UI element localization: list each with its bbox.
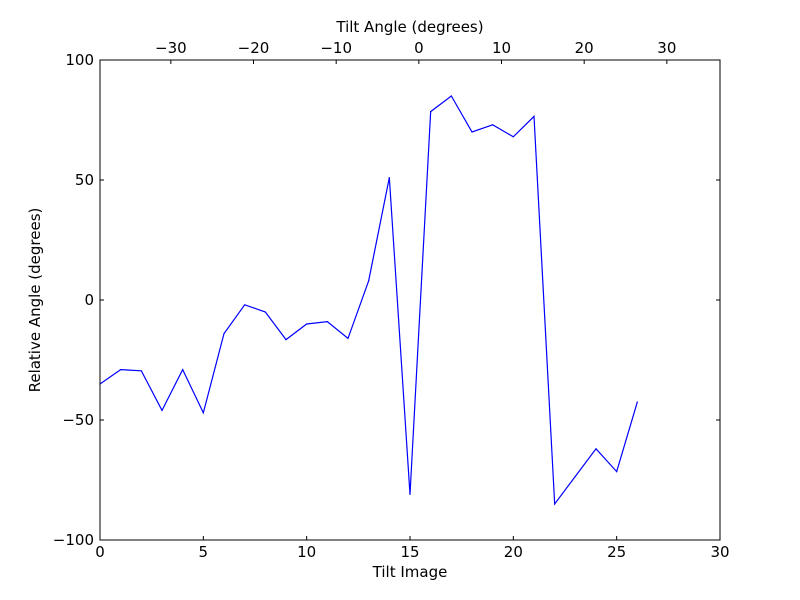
- data-point: [636, 401, 638, 403]
- top-x-tick-label: 0: [414, 39, 424, 57]
- data-point: [595, 448, 597, 450]
- data-point: [616, 471, 618, 473]
- x-tick-label: 0: [95, 543, 105, 561]
- x-tick-label: 10: [297, 543, 316, 561]
- y-axis-title: Relative Angle (degrees): [26, 208, 44, 393]
- data-point: [182, 369, 184, 371]
- top-x-tick-label: −30: [155, 39, 187, 57]
- x-tick-label: 20: [504, 543, 523, 561]
- data-point: [306, 323, 308, 325]
- x-tick-label: 30: [710, 543, 729, 561]
- top-x-tick-label: −10: [320, 39, 352, 57]
- x-tick-label: 5: [199, 543, 209, 561]
- y-tick-label: 0: [84, 291, 94, 309]
- data-point: [244, 304, 246, 306]
- data-point: [368, 280, 370, 282]
- data-point: [409, 493, 411, 495]
- data-point: [223, 333, 225, 335]
- data-point: [326, 321, 328, 323]
- data-point: [140, 370, 142, 372]
- data-point: [533, 115, 535, 117]
- y-tick-label: −100: [53, 531, 94, 549]
- data-point: [574, 475, 576, 477]
- data-point: [161, 409, 163, 411]
- series-layer: [99, 95, 638, 506]
- y-tick-label: −50: [62, 411, 94, 429]
- data-point: [554, 503, 556, 505]
- data-point: [347, 337, 349, 339]
- top-x-tick-label: 30: [657, 39, 676, 57]
- data-point: [264, 311, 266, 313]
- data-point: [285, 339, 287, 341]
- x-axis-title: Tilt Image: [372, 563, 448, 581]
- top-x-tick-label: 20: [575, 39, 594, 57]
- data-point: [202, 412, 204, 414]
- x-tick-label: 25: [607, 543, 626, 561]
- data-point: [512, 136, 514, 138]
- y-tick-label: 100: [65, 51, 94, 69]
- top-x-tick-label: −20: [238, 39, 270, 57]
- top-x-axis-title: Tilt Angle (degrees): [335, 18, 483, 36]
- top-x-tick-label: 10: [492, 39, 511, 57]
- data-point: [492, 124, 494, 126]
- data-point: [430, 111, 432, 113]
- data-point: [450, 95, 452, 97]
- x-tick-label: 15: [400, 543, 419, 561]
- y-tick-label: 50: [75, 171, 94, 189]
- data-point: [388, 177, 390, 179]
- data-point: [120, 369, 122, 371]
- data-point: [471, 131, 473, 133]
